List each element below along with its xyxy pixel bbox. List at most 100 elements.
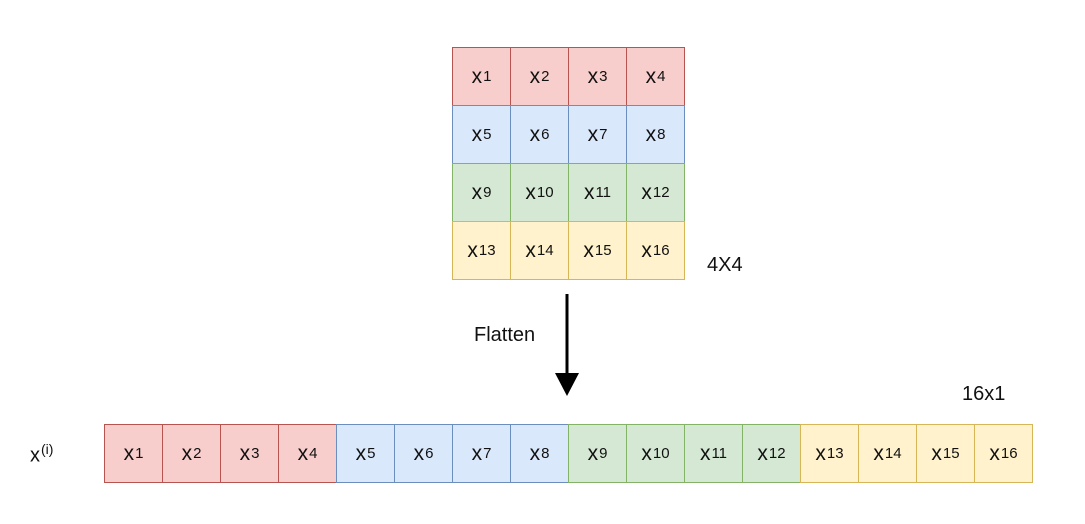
- cell-symbol: x: [641, 441, 652, 465]
- matrix-cell-x13: x 13: [452, 221, 511, 280]
- cell-subscript: 9: [599, 445, 608, 462]
- cell-subscript: 12: [652, 184, 670, 201]
- cell-subscript: 2: [541, 68, 550, 85]
- cell-subscript: 13: [478, 242, 496, 259]
- cell-symbol: x: [355, 441, 367, 465]
- cell-symbol: x: [529, 64, 541, 88]
- cell-subscript: 10: [652, 445, 670, 462]
- vector-name-superscript: (i): [41, 441, 54, 457]
- cell-subscript: 4: [657, 68, 666, 85]
- matrix-size-label: 4X4: [707, 254, 743, 276]
- vector-cell-x15: x 15: [916, 424, 975, 483]
- cell-subscript: 6: [425, 445, 434, 462]
- vector-cell-x14: x 14: [858, 424, 917, 483]
- flatten-arrow-head: [555, 373, 579, 396]
- vector-cell-x13: x 13: [800, 424, 859, 483]
- cell-symbol: x: [757, 441, 768, 465]
- cell-symbol: x: [529, 122, 541, 146]
- cell-symbol: x: [583, 180, 595, 204]
- cell-subscript: 5: [367, 445, 376, 462]
- cell-symbol: x: [645, 122, 657, 146]
- cell-subscript: 14: [536, 242, 554, 259]
- vector-name-base: x: [30, 444, 40, 467]
- vector-name-label: x(i): [30, 441, 53, 468]
- cell-subscript: 10: [536, 184, 554, 201]
- cell-subscript: 1: [483, 68, 492, 85]
- matrix-cell-x14: x 14: [510, 221, 569, 280]
- cell-symbol: x: [587, 64, 599, 88]
- matrix-cell-x16: x 16: [626, 221, 685, 280]
- matrix-cell-x15: x 15: [568, 221, 627, 280]
- cell-subscript: 4: [309, 445, 318, 462]
- cell-symbol: x: [989, 441, 1000, 465]
- cell-symbol: x: [815, 441, 826, 465]
- cell-symbol: x: [699, 441, 711, 465]
- vector-size-label: 16x1: [962, 383, 1006, 405]
- cell-subscript: 1: [135, 445, 144, 462]
- cell-symbol: x: [123, 441, 135, 465]
- cell-symbol: x: [583, 238, 594, 262]
- cell-subscript: 11: [711, 445, 728, 462]
- cell-subscript: 8: [541, 445, 550, 462]
- cell-symbol: x: [181, 441, 193, 465]
- cell-symbol: x: [587, 441, 599, 465]
- cell-subscript: 11: [595, 184, 612, 201]
- cell-subscript: 5: [483, 126, 492, 143]
- cell-symbol: x: [297, 441, 309, 465]
- cell-subscript: 3: [599, 68, 608, 85]
- cell-symbol: x: [529, 441, 541, 465]
- vector-cell-x12: x 12: [742, 424, 801, 483]
- cell-symbol: x: [471, 441, 483, 465]
- vector-cell-x11: x 11: [684, 424, 743, 483]
- cell-symbol: x: [641, 180, 652, 204]
- cell-symbol: x: [645, 64, 657, 88]
- cell-symbol: x: [931, 441, 942, 465]
- cell-subscript: 12: [768, 445, 786, 462]
- cell-symbol: x: [467, 238, 478, 262]
- cell-symbol: x: [239, 441, 251, 465]
- cell-subscript: 8: [657, 126, 666, 143]
- cell-symbol: x: [525, 238, 536, 262]
- matrix-cell-x10: x 10: [510, 163, 569, 222]
- flatten-label: Flatten: [474, 324, 536, 346]
- matrix-cell-x11: x 11: [568, 163, 627, 222]
- matrix-cell-x12: x 12: [626, 163, 685, 222]
- cell-subscript: 6: [541, 126, 550, 143]
- cell-subscript: 7: [483, 445, 492, 462]
- cell-subscript: 3: [251, 445, 260, 462]
- cell-symbol: x: [471, 64, 483, 88]
- cell-subscript: 15: [942, 445, 960, 462]
- cell-subscript: 9: [483, 184, 492, 201]
- cell-symbol: x: [873, 441, 884, 465]
- cell-symbol: x: [471, 122, 483, 146]
- cell-symbol: x: [641, 238, 652, 262]
- cell-subscript: 2: [193, 445, 202, 462]
- vector-cell-x10: x 10: [626, 424, 685, 483]
- cell-symbol: x: [471, 180, 483, 204]
- cell-subscript: 14: [884, 445, 902, 462]
- cell-symbol: x: [413, 441, 425, 465]
- vector-cell-x16: x 16: [974, 424, 1033, 483]
- cell-symbol: x: [587, 122, 599, 146]
- cell-subscript: 13: [826, 445, 844, 462]
- cell-symbol: x: [525, 180, 536, 204]
- cell-subscript: 15: [594, 242, 612, 259]
- cell-subscript: 7: [599, 126, 608, 143]
- cell-subscript: 16: [652, 242, 670, 259]
